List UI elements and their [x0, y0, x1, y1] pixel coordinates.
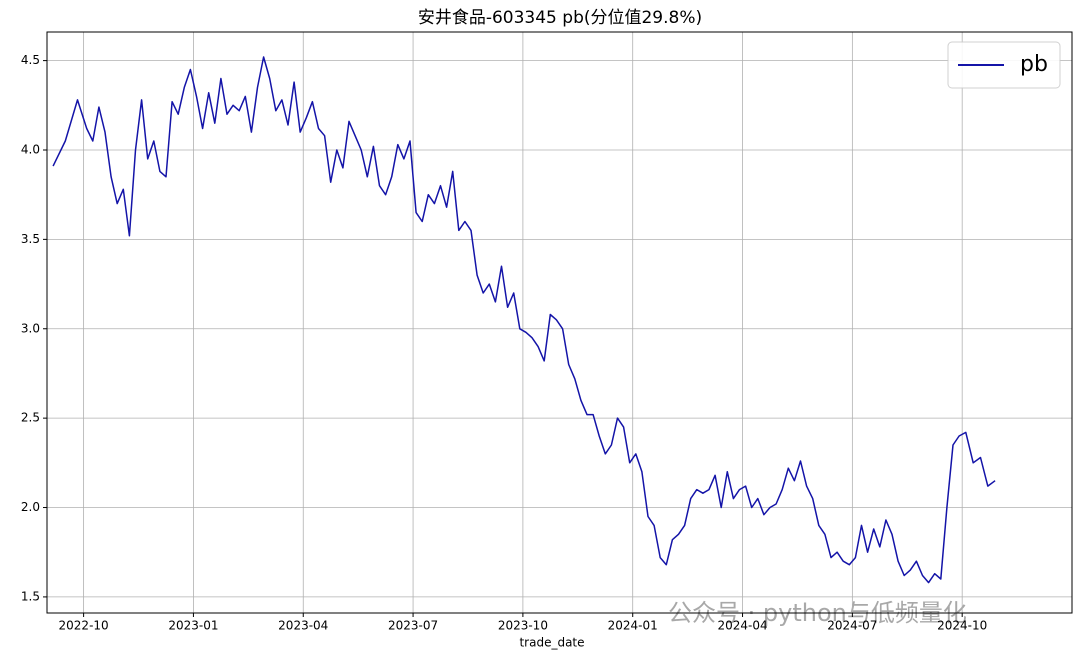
x-tick-label: 2024-07 — [827, 619, 877, 633]
x-tick-label: 2023-10 — [498, 619, 548, 633]
y-tick-label: 3.0 — [21, 321, 40, 335]
x-tick-label: 2024-10 — [937, 619, 987, 633]
y-tick-label: 2.0 — [21, 500, 40, 514]
x-axis-label: trade_date — [519, 636, 584, 650]
line — [52, 56, 996, 584]
y-tick-label: 3.5 — [21, 232, 40, 246]
x-tick-label: 2023-04 — [278, 619, 328, 633]
x-tick-label: 2023-01 — [168, 619, 218, 633]
x-tick-label: 2024-04 — [717, 619, 767, 633]
x-tick-label: 2024-01 — [608, 619, 658, 633]
y-tick-label: 4.0 — [21, 142, 40, 156]
y-tick-label: 1.5 — [21, 589, 40, 603]
x-tick-label: 2023-07 — [388, 619, 438, 633]
y-tick-label: 4.5 — [21, 53, 40, 67]
y-tick-label: 2.5 — [21, 411, 40, 425]
axes-frame — [46, 31, 1073, 614]
x-tick-label: 2022-10 — [59, 619, 109, 633]
legend-label: pb — [1020, 52, 1048, 77]
chart-title: 安井食品-603345 pb(分位值29.8%) — [418, 8, 702, 28]
legend: pb — [947, 41, 1061, 89]
